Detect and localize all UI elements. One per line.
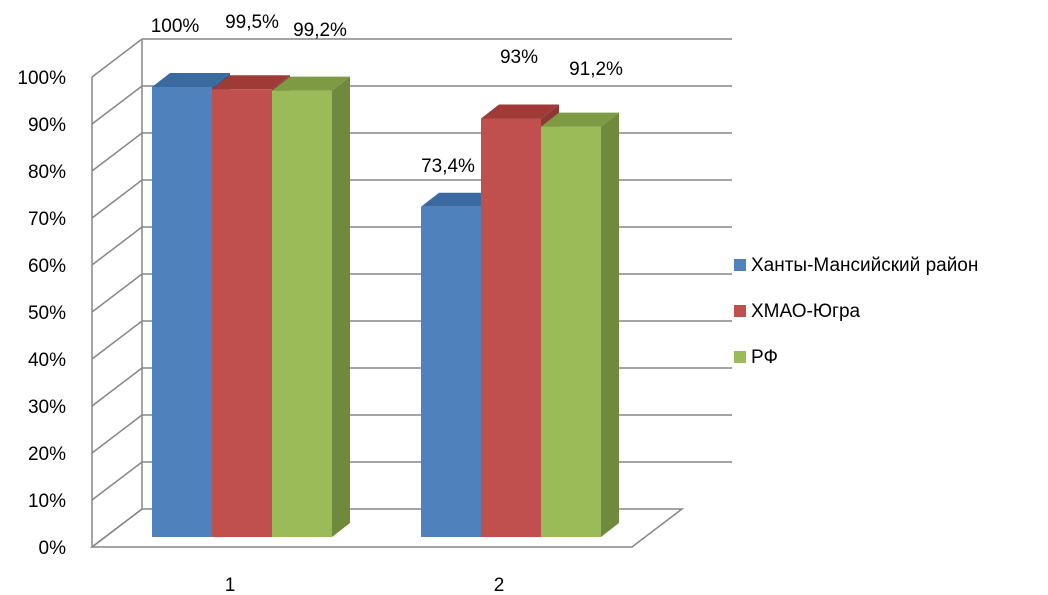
data-label: 100%: [151, 16, 200, 37]
y-tick-label: 10%: [28, 491, 66, 512]
bar-side: [601, 112, 619, 537]
side-gridline: [91, 132, 143, 172]
bar-top: [212, 75, 290, 90]
legend-label: РФ: [751, 347, 778, 368]
y-tick-label: 100%: [17, 68, 66, 89]
legend-item: Ханты-Мансийский район: [734, 255, 978, 276]
legend-label: ХМАО-Югра: [751, 301, 861, 322]
legend-item: ХМАО-Югра: [734, 301, 861, 322]
legend-item: РФ: [734, 347, 778, 368]
bar-front: [481, 118, 541, 537]
bar-top: [481, 104, 559, 119]
chart-floor: [89, 508, 685, 548]
x-tick-label: 1: [225, 575, 236, 595]
side-gridline: [91, 85, 143, 125]
y-tick-label: 50%: [28, 303, 66, 324]
y-tick-label: 30%: [28, 397, 66, 418]
side-gridline: [91, 273, 143, 313]
bar-top: [272, 76, 350, 91]
x-tick-label: 2: [494, 575, 505, 595]
bar-front: [272, 90, 332, 537]
bar-side: [332, 76, 350, 537]
legend-swatch: [734, 305, 746, 317]
side-gridline: [91, 461, 143, 501]
y-tick-label: 40%: [28, 350, 66, 371]
data-label: 91,2%: [569, 59, 623, 80]
bar: [541, 112, 619, 537]
bar-top: [152, 73, 230, 87]
bar: [272, 76, 350, 537]
bar-front: [212, 89, 272, 537]
data-label: 99,5%: [225, 12, 279, 33]
bar-top: [541, 112, 619, 127]
y-tick-label: 90%: [28, 115, 66, 136]
bar-front: [421, 206, 481, 537]
labels-layer: 0% 10% 20% 30% 40% 50% 60% 70% 80% 90% 100% 1 2 100% 9…: [17, 12, 623, 595]
side-gridline: [91, 179, 143, 219]
side-gridline: [91, 414, 143, 454]
y-tick-label: 20%: [28, 444, 66, 465]
legend-swatch: [734, 259, 746, 271]
side-gridline: [91, 226, 143, 266]
bar-front: [152, 87, 212, 537]
y-tick-label: 60%: [28, 256, 66, 277]
side-gridline: [91, 320, 143, 360]
data-label: 99,2%: [293, 20, 347, 41]
legend: Ханты-Мансийский район ХМАО-Югра РФ: [734, 255, 978, 368]
side-gridline: [91, 367, 143, 407]
data-label: 73,4%: [421, 156, 475, 177]
y-tick-label: 0%: [39, 538, 67, 559]
y-tick-label: 80%: [28, 162, 66, 183]
bar-front: [541, 126, 601, 537]
legend-swatch: [734, 351, 746, 363]
bars-layer: [152, 73, 619, 537]
side-gridline: [91, 38, 143, 78]
legend-label: Ханты-Мансийский район: [751, 255, 978, 276]
bar-top: [421, 192, 499, 207]
y-tick-label: 70%: [28, 209, 66, 230]
data-label: 93%: [500, 47, 538, 68]
